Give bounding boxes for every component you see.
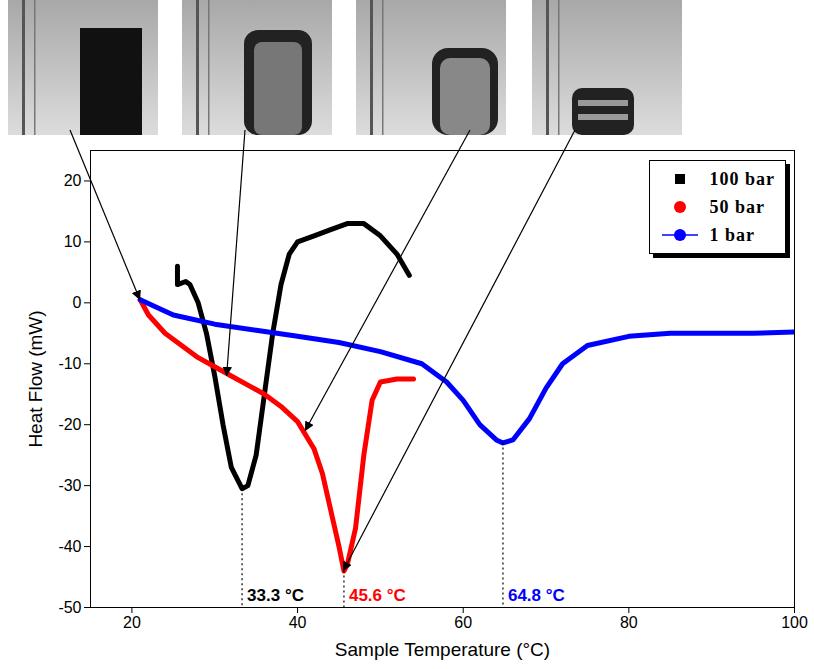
svg-text:-20: -20	[58, 416, 81, 433]
svg-text:60: 60	[454, 614, 472, 631]
svg-text:45.6 °C: 45.6 °C	[349, 586, 406, 605]
svg-text:Sample Temperature (°C): Sample Temperature (°C)	[335, 639, 550, 660]
svg-text:20: 20	[123, 614, 141, 631]
svg-text:Heat Flow (mW): Heat Flow (mW)	[25, 310, 46, 447]
html-text:100 bar: 100 bar	[709, 168, 775, 189]
html-text:1 bar: 1 bar	[709, 224, 755, 245]
svg-text:10: 10	[64, 233, 82, 250]
svg-text:-50: -50	[58, 599, 81, 616]
svg-text:40: 40	[289, 614, 307, 631]
svg-text:100: 100	[781, 614, 808, 631]
svg-text:20: 20	[64, 172, 82, 189]
svg-text:80: 80	[620, 614, 638, 631]
svg-text:-40: -40	[58, 538, 81, 555]
svg-text:33.3 °C: 33.3 °C	[247, 586, 304, 605]
svg-text:-30: -30	[58, 477, 81, 494]
svg-text:64.8 °C: 64.8 °C	[508, 586, 565, 605]
svg-text:-10: -10	[58, 355, 81, 372]
svg-text:0: 0	[73, 294, 82, 311]
html-text:50 bar: 50 bar	[709, 196, 765, 217]
